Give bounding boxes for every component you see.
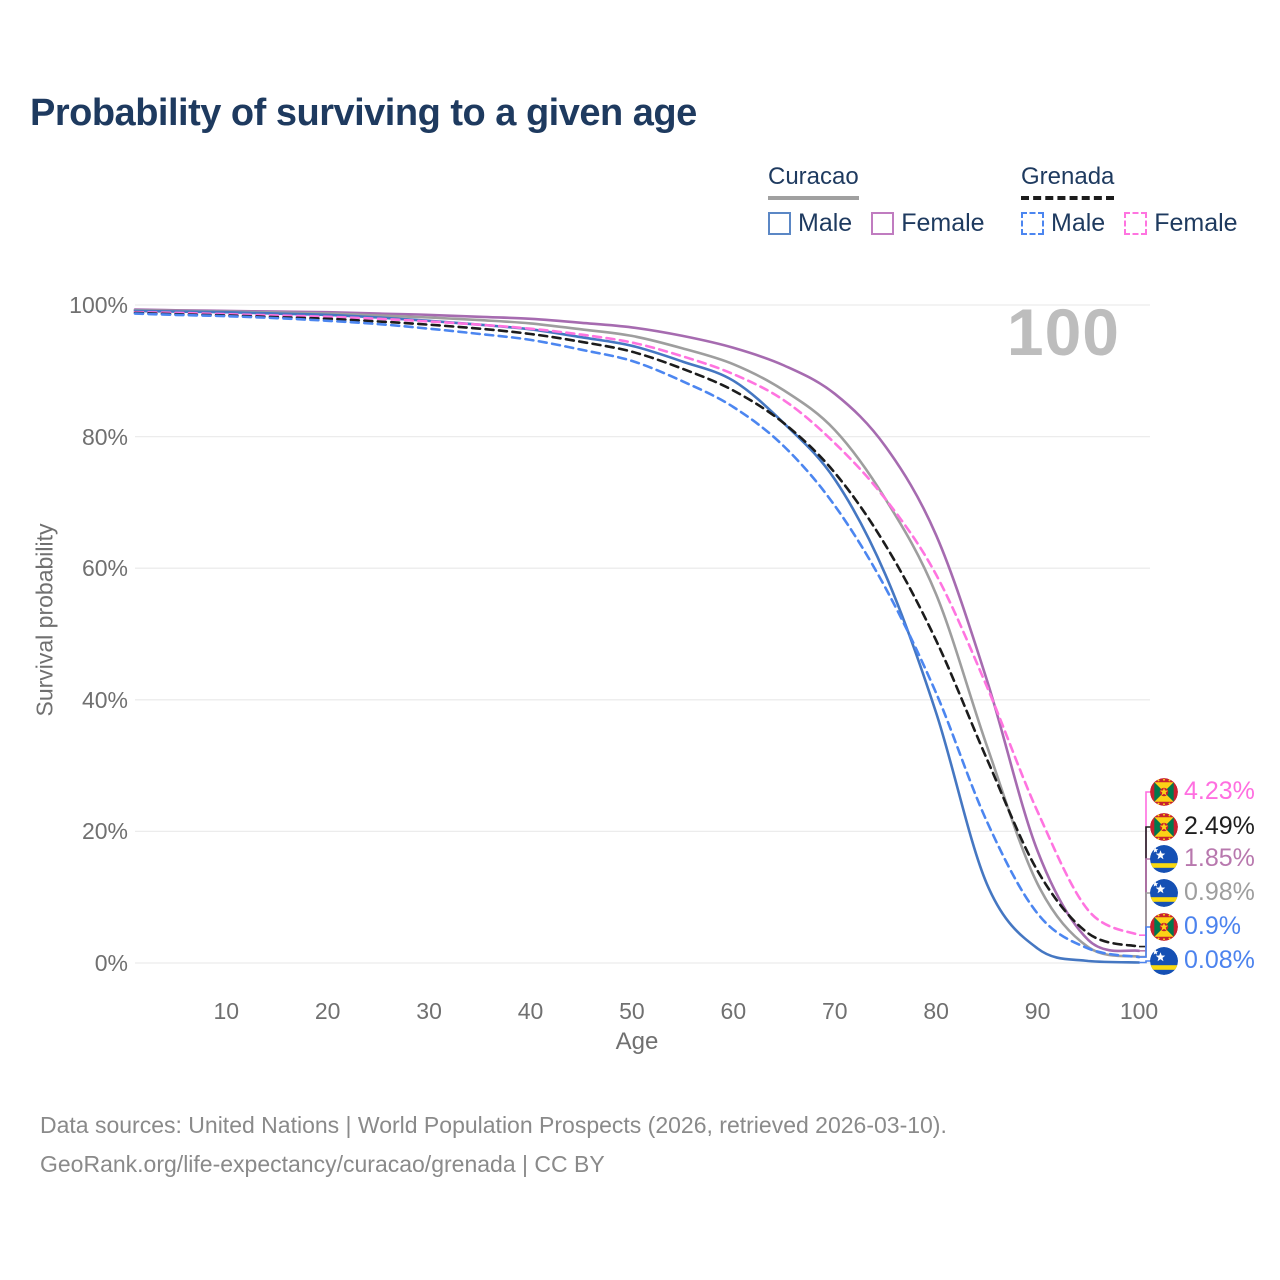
grenada-flag-icon bbox=[1150, 812, 1178, 841]
end-value: 0.08% bbox=[1184, 946, 1255, 974]
x-tick-30: 30 bbox=[416, 998, 442, 1024]
legend: Curacao Male Female Grenada Male Female bbox=[0, 163, 1280, 243]
legend-label-grenada-female[interactable]: Female bbox=[1154, 209, 1238, 237]
end-label-curacao-female: 1.85% bbox=[1150, 844, 1255, 873]
legend-label-grenada-male[interactable]: Male bbox=[1051, 209, 1106, 237]
line-grenada-female bbox=[133, 310, 1141, 937]
x-tick-100: 100 bbox=[1119, 998, 1159, 1024]
x-tick-80: 80 bbox=[923, 998, 949, 1024]
legend-swatch-grenada-female-icon[interactable] bbox=[1124, 212, 1148, 235]
end-label-grenada-male: 0.9% bbox=[1150, 912, 1241, 941]
legend-swatch-grenada-male-icon[interactable] bbox=[1021, 212, 1044, 235]
y-axis-title: Survival probability bbox=[31, 523, 58, 717]
y-tick-100: 100% bbox=[69, 292, 128, 318]
legend-label-curacao-male[interactable]: Male bbox=[798, 209, 853, 237]
y-tick-80: 80% bbox=[81, 423, 128, 450]
legend-label-curacao-female[interactable]: Female bbox=[901, 209, 985, 237]
end-label-grenada-female: 4.23% bbox=[1150, 777, 1255, 806]
y-tick-0: 0% bbox=[94, 950, 128, 976]
legend-group-curacao: Curacao Male Female bbox=[768, 163, 1004, 238]
grenada-flag-icon bbox=[1150, 912, 1178, 941]
x-tick-40: 40 bbox=[517, 998, 544, 1024]
y-tick-60: 60% bbox=[81, 555, 128, 582]
x-tick-10: 10 bbox=[213, 998, 240, 1024]
label-connector-grenada-male bbox=[1139, 926, 1151, 958]
curacao-flag-icon bbox=[1150, 946, 1178, 975]
end-label-curacao-both: 0.98% bbox=[1150, 878, 1255, 907]
legend-header-curacao[interactable]: Curacao bbox=[768, 163, 859, 200]
x-tick-60: 60 bbox=[720, 998, 747, 1024]
legend-swatch-curacao-male-icon[interactable] bbox=[768, 212, 791, 235]
hovered-age-watermark: 100 bbox=[1006, 295, 1120, 369]
page-title: Probability of surviving to a given age bbox=[30, 92, 697, 134]
line-grenada-male bbox=[133, 312, 1141, 959]
x-tick-90: 90 bbox=[1024, 998, 1051, 1024]
grenada-flag-icon bbox=[1150, 777, 1178, 806]
end-label-curacao-male: 0.08% bbox=[1150, 946, 1255, 975]
end-value: 0.9% bbox=[1184, 912, 1241, 940]
x-tick-50: 50 bbox=[619, 998, 645, 1024]
line-curacao-both bbox=[133, 309, 1141, 958]
end-value: 2.49% bbox=[1184, 812, 1255, 840]
attribution-text: GeoRank.org/life-expectancy/curacao/gren… bbox=[40, 1151, 605, 1177]
end-label-grenada-both: 2.49% bbox=[1150, 812, 1255, 841]
end-value: 0.98% bbox=[1184, 878, 1255, 906]
line-curacao-female bbox=[133, 308, 1141, 953]
footer: Data sources: United Nations | World Pop… bbox=[40, 1106, 947, 1184]
y-tick-20: 20% bbox=[81, 818, 128, 845]
data-sources-text: Data sources: United Nations | World Pop… bbox=[40, 1112, 947, 1138]
curacao-flag-icon bbox=[1150, 844, 1178, 873]
curacao-flag-icon bbox=[1150, 878, 1178, 907]
label-connector-curacao-male bbox=[1139, 960, 1151, 964]
y-tick-40: 40% bbox=[81, 686, 128, 713]
x-tick-20: 20 bbox=[314, 998, 341, 1024]
line-grenada-both bbox=[133, 311, 1141, 948]
x-axis-title: Age bbox=[615, 1028, 659, 1055]
legend-group-grenada: Grenada Male Female bbox=[1021, 163, 1257, 238]
legend-header-grenada[interactable]: Grenada bbox=[1021, 163, 1115, 200]
x-tick-70: 70 bbox=[821, 998, 848, 1024]
end-value: 4.23% bbox=[1184, 777, 1255, 805]
legend-swatch-curacao-female-icon[interactable] bbox=[871, 212, 895, 235]
line-curacao-male bbox=[133, 309, 1141, 964]
end-value: 1.85% bbox=[1184, 844, 1255, 872]
